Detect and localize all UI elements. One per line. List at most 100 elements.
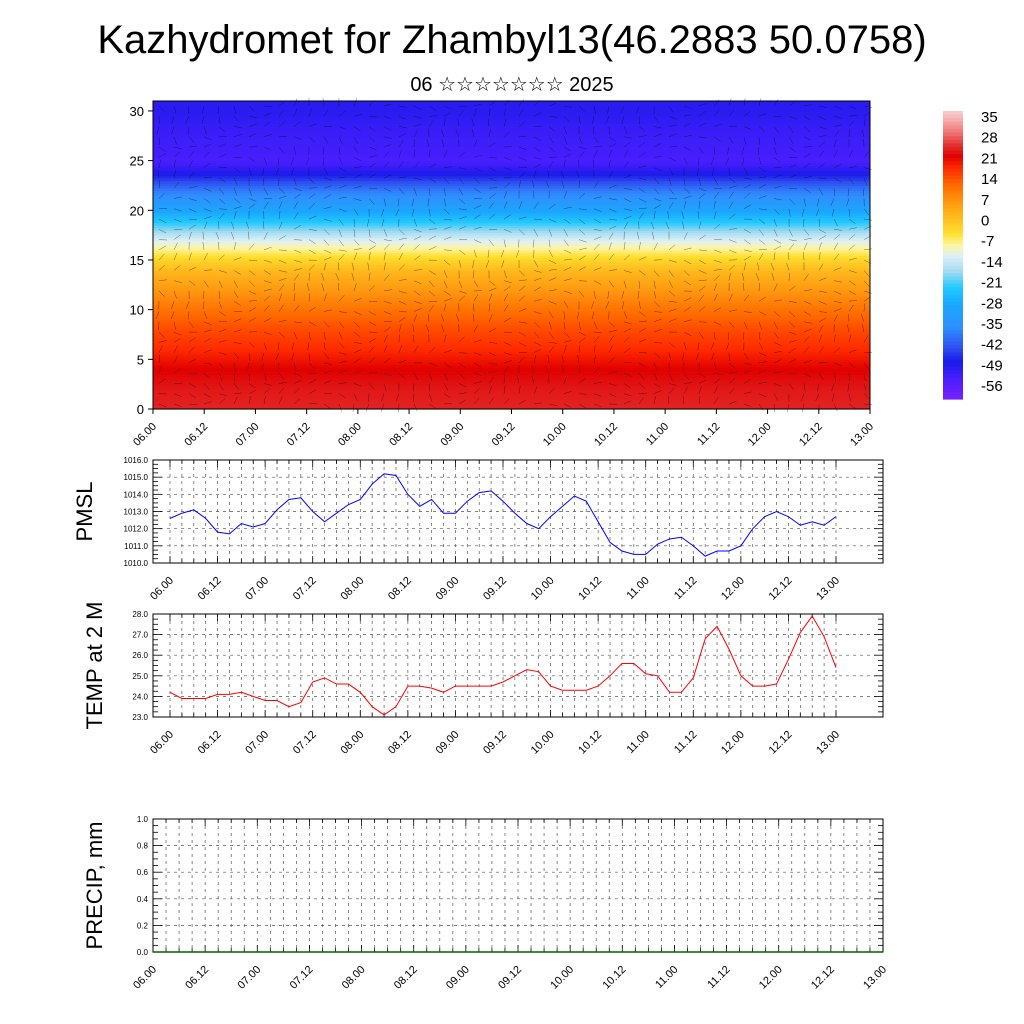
- wind-barb: [593, 355, 596, 363]
- wind-barb: [233, 188, 238, 196]
- wind-barb: [503, 294, 508, 302]
- wind-barb: [862, 188, 865, 197]
- wind-barb: [728, 228, 737, 230]
- wind-barb: [818, 311, 827, 313]
- wind-barb: [803, 336, 810, 343]
- wind-barb: [323, 309, 332, 312]
- wind-barb: [383, 301, 392, 304]
- wind-barb: [698, 221, 702, 230]
- wind-barb: [248, 243, 255, 251]
- wind-barb: [653, 177, 660, 185]
- wind-barb: [638, 198, 647, 203]
- wind-barb: [188, 311, 190, 320]
- wind-barb: [668, 300, 677, 303]
- wind-barb: [246, 221, 250, 230]
- wind-barb: [801, 393, 805, 402]
- wind-barb: [293, 274, 299, 281]
- wind-barb: [668, 308, 677, 312]
- wind-barb: [548, 218, 557, 223]
- profile-x-tick-label: 11.00: [644, 421, 671, 448]
- wind-barb: [638, 338, 647, 343]
- wind-barb: [713, 123, 722, 127]
- wind-barb: [218, 254, 225, 261]
- wind-barb: [742, 332, 745, 341]
- colorbar-segment: [943, 161, 963, 166]
- heatmap-band: [153, 269, 870, 273]
- colorbar-segment: [943, 269, 963, 274]
- wind-barb: [218, 311, 226, 317]
- colorbar-segment: [943, 136, 963, 141]
- wind-barb: [413, 149, 416, 158]
- wind-barb: [263, 396, 266, 405]
- wind-barb: [443, 105, 452, 110]
- wind-barb: [263, 373, 267, 381]
- pmsl-x-tick-label: 11.12: [672, 575, 699, 602]
- wind-barb: [668, 201, 674, 209]
- wind-barb: [383, 187, 392, 192]
- wind-barb: [728, 249, 737, 254]
- wind-barb: [833, 139, 837, 148]
- wind-barb: [698, 200, 701, 209]
- wind-barb: [743, 403, 752, 407]
- wind-barb: [833, 280, 842, 283]
- wind-barb: [608, 335, 614, 343]
- colorbar-segment: [943, 219, 963, 224]
- wind-barb: [608, 383, 617, 387]
- wind-barb: [698, 294, 705, 302]
- heatmap-band: [153, 277, 870, 281]
- heatmap-band: [153, 148, 870, 152]
- wind-barb: [488, 303, 491, 312]
- wind-barb: [578, 229, 586, 235]
- wind-barb: [847, 188, 850, 197]
- wind-barb: [173, 218, 182, 223]
- wind-barb: [413, 345, 419, 353]
- wind-barb: [653, 290, 657, 299]
- wind-barb: [548, 249, 553, 258]
- wind-barb: [608, 232, 614, 240]
- wind-barb: [203, 280, 209, 288]
- wind-barb: [788, 136, 794, 144]
- wind-barb: [803, 198, 806, 207]
- wind-barb: [473, 239, 482, 244]
- wind-barb: [621, 116, 625, 125]
- heatmap-band: [153, 140, 870, 144]
- heatmap-band: [153, 274, 870, 278]
- wind-barb: [173, 280, 182, 283]
- wind-barb: [488, 239, 494, 247]
- wind-barb: [653, 311, 662, 313]
- heatmap-band: [153, 207, 870, 211]
- wind-barb: [278, 109, 285, 117]
- colorbar-segment: [943, 265, 963, 270]
- wind-barb: [278, 121, 286, 127]
- wind-barb: [788, 198, 795, 205]
- colorbar-label: -7: [981, 233, 994, 250]
- wind-barb: [711, 352, 715, 361]
- colorbar-segment: [943, 348, 963, 353]
- wind-barb: [456, 314, 460, 322]
- wind-barb: [368, 155, 377, 158]
- wind-barb: [173, 403, 182, 407]
- wind-barb: [158, 105, 165, 112]
- wind-barb: [682, 396, 685, 405]
- wind-barb: [563, 266, 572, 271]
- wind-barb: [788, 340, 797, 343]
- colorbar-segment: [943, 305, 963, 310]
- wind-barb: [503, 270, 507, 279]
- wind-barb: [713, 269, 722, 271]
- colorbar-segment: [943, 111, 963, 116]
- wind-barb: [472, 260, 475, 269]
- colorbar-label: 28: [981, 130, 998, 147]
- heatmap-band: [153, 220, 870, 224]
- wind-barb: [591, 301, 595, 309]
- wind-barb: [383, 383, 387, 392]
- heatmap-band: [153, 113, 870, 117]
- wind-barb: [381, 393, 385, 402]
- colorbar-segment: [943, 168, 963, 173]
- wind-barb: [413, 314, 418, 322]
- wind-barb: [263, 270, 271, 275]
- wind-barb: [368, 229, 371, 238]
- colorbar-segment: [943, 384, 963, 389]
- colorbar-segment: [943, 197, 963, 202]
- wind-barb: [803, 162, 811, 168]
- wind-barb: [623, 270, 632, 273]
